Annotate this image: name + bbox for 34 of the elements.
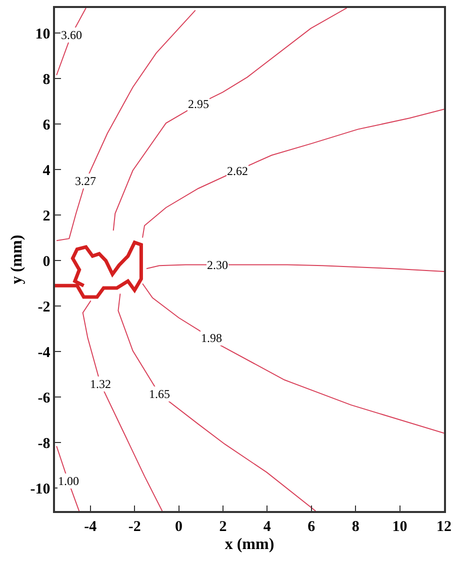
line-series [112,8,348,232]
series-label: 3.60 [61,28,82,42]
y-tick-label: 6 [42,117,51,134]
y-tick-label: 2 [42,208,50,224]
y-tick-label: 10 [35,26,50,42]
series-label: 3.27 [75,174,96,188]
y-tick-label: -8 [38,436,50,452]
y-axis-title: y (mm) [8,234,26,284]
series-label: 1.32 [90,377,111,391]
line-series [142,108,444,238]
x-tick-label: 8 [352,518,360,535]
series-label: 2.30 [207,258,228,272]
series-label: 1.00 [58,474,79,488]
series-label: 1.65 [149,387,170,401]
x-tick-label: 12 [436,518,452,535]
line-series [142,283,444,434]
y-tick-label: -4 [38,344,51,361]
y-tick-label: 8 [42,72,50,88]
y-tick-label: -10 [30,481,50,498]
y-tick-label: 0 [42,254,50,270]
x-tick-label: 4 [263,518,272,535]
x-tick-label: 6 [308,518,316,535]
series-label: 2.95 [188,97,209,111]
y-tick-label: 4 [42,162,51,179]
x-tick-label: 10 [392,518,408,535]
x-tick-label: -4 [84,518,98,535]
x-tick-label: -2 [128,518,141,535]
y-tick-label: -6 [38,390,51,406]
x-axis-title: x (mm) [224,536,274,553]
x-tick-label: 0 [175,518,183,535]
line-series [55,240,143,299]
line-series [118,293,316,511]
y-tick-label: -2 [38,299,50,316]
x-tick-label: 2 [219,518,227,535]
